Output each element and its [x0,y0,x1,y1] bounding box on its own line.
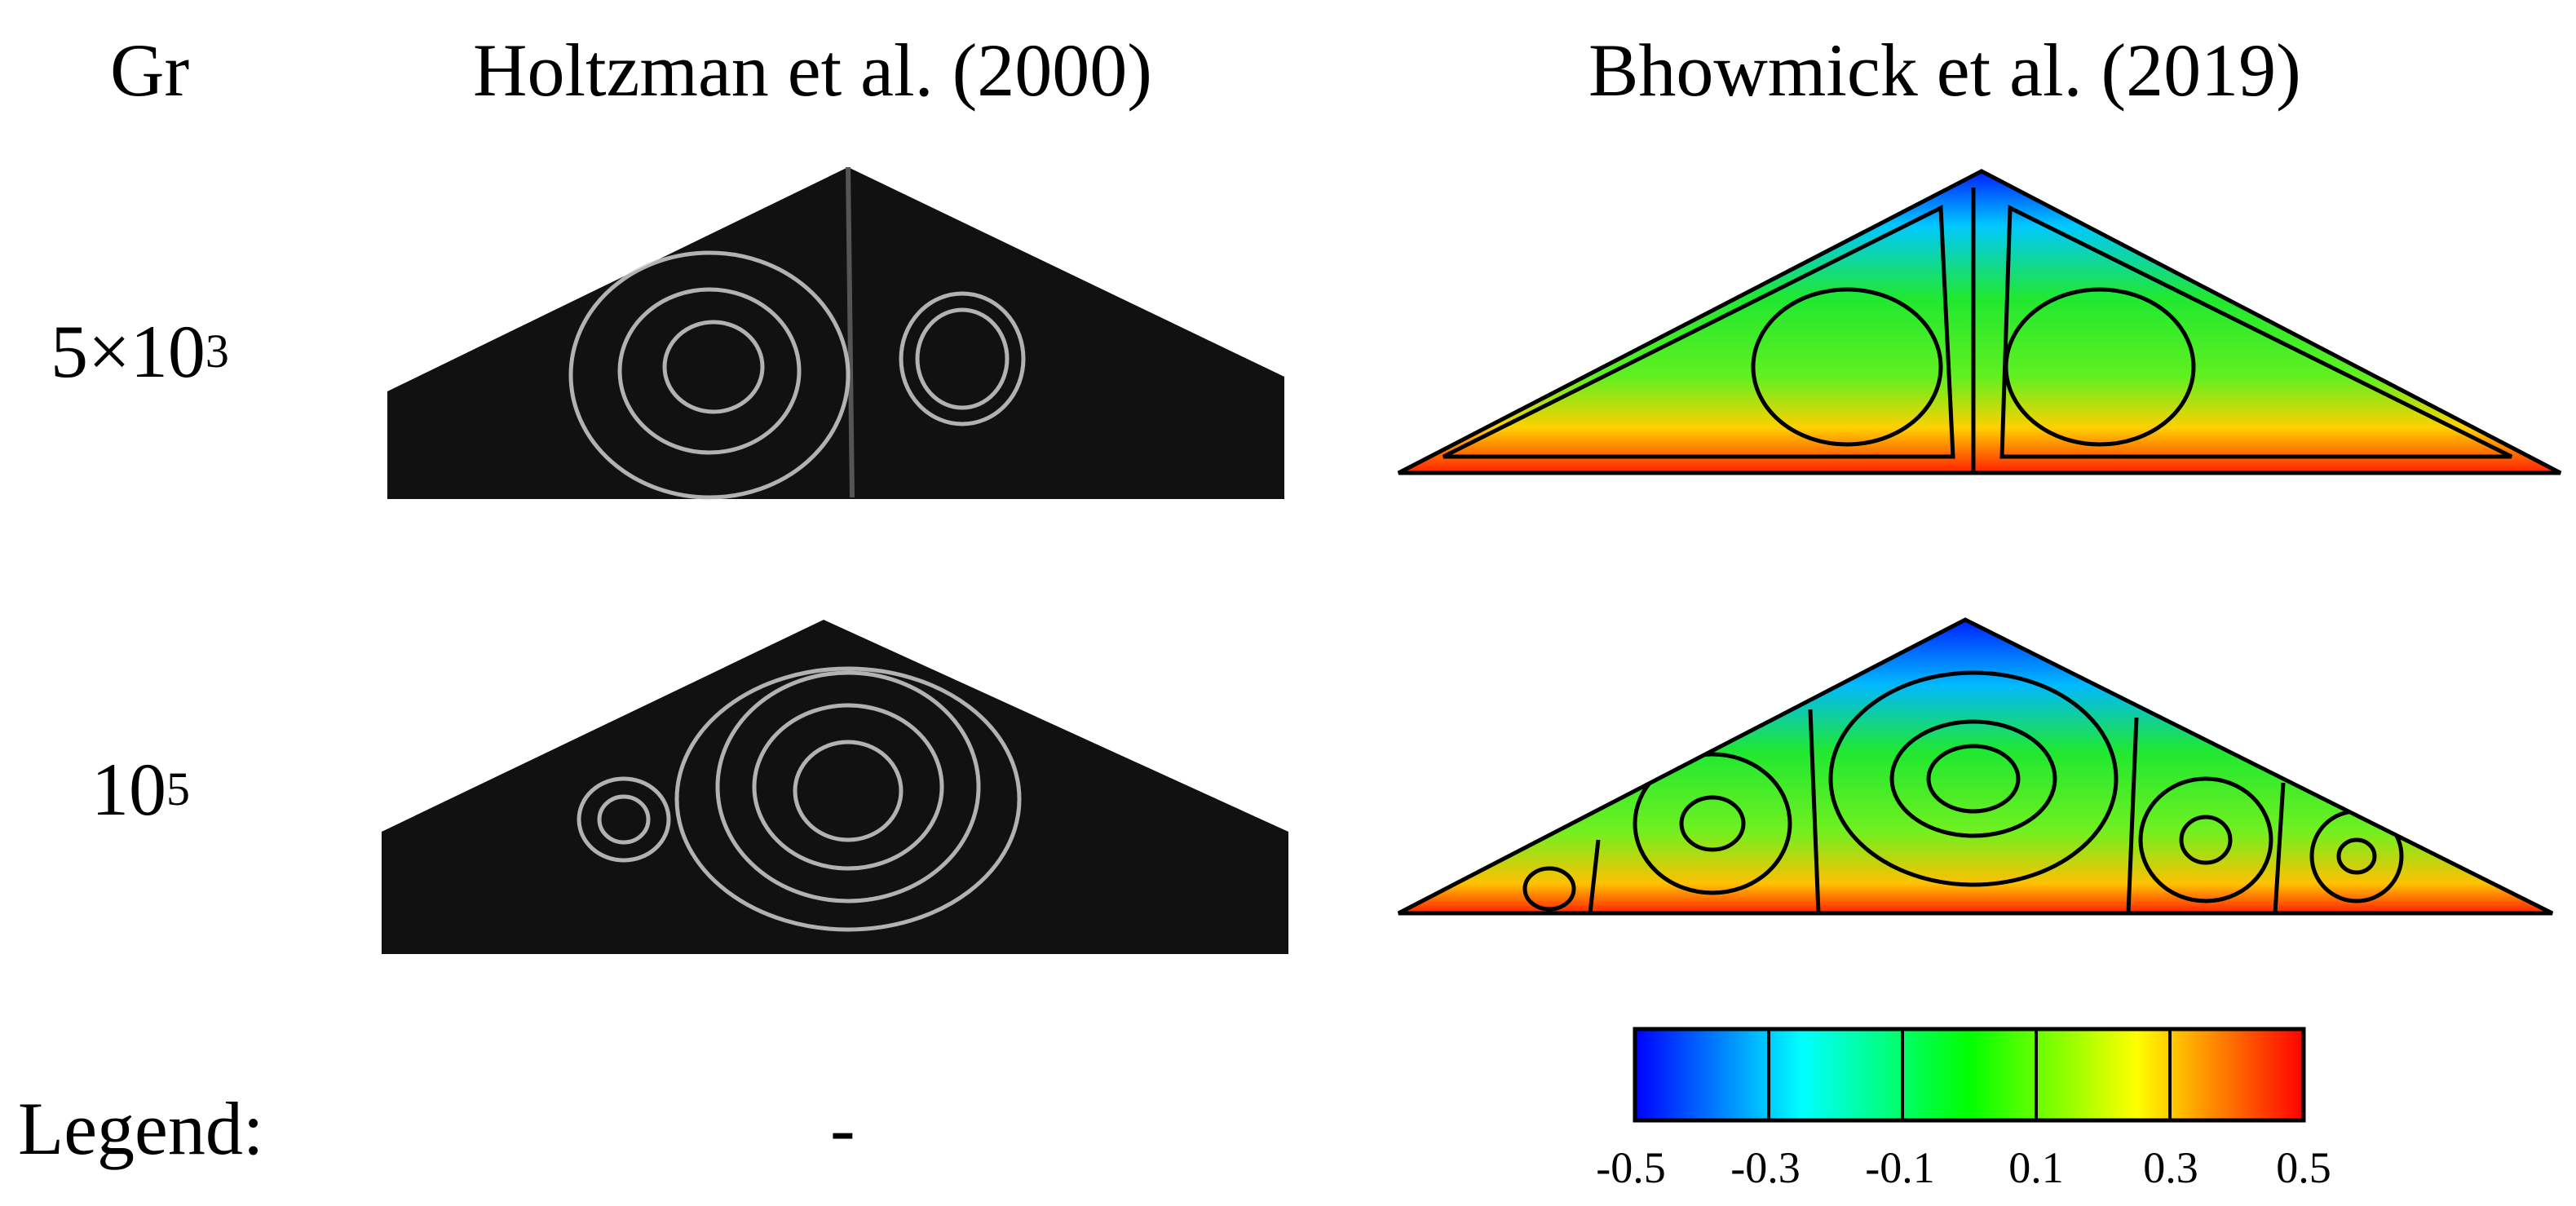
bhowmick-contour-row-2 [1397,617,2554,916]
legend-tick-5: 0.3 [2143,1143,2198,1192]
gr-base-row-1: 5×10 [51,310,205,393]
holtzman-flow-image-row-2 [382,620,1288,954]
holtzman-legend-value: - [830,1087,855,1170]
gr-value-row-2: 105 [91,752,190,827]
legend-tick-6: 0.5 [2276,1143,2331,1192]
gr-exponent-row-1: 3 [205,325,229,378]
legend-colorbar [1633,1027,2306,1123]
bhowmick-title: Bhowmick et al. (2019) [1588,29,2301,112]
legend-label: Legend: [18,1087,264,1170]
legend-tick-2: -0.3 [1730,1143,1801,1192]
gr-exponent-row-2: 5 [166,762,190,815]
legend-tick-4: 0.1 [2008,1143,2064,1192]
gr-header: Gr [110,29,190,112]
legend-tick-1: -0.5 [1596,1143,1666,1192]
gr-base-row-2: 10 [91,748,166,831]
gr-value-row-1: 5×103 [51,314,229,389]
legend-tick-3: -0.1 [1865,1143,1935,1192]
holtzman-title: Holtzman et al. (2000) [473,29,1152,112]
bhowmick-contour-row-1 [1397,169,2562,475]
holtzman-flow-image-row-1 [387,166,1284,500]
